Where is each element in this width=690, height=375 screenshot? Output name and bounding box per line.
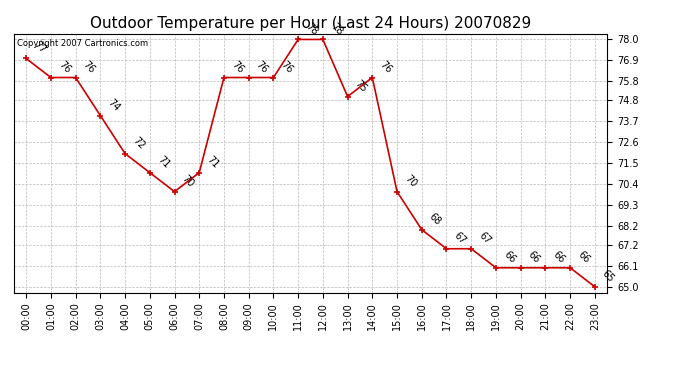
Text: 76: 76 [57,59,72,75]
Text: 75: 75 [353,78,369,94]
Text: Copyright 2007 Cartronics.com: Copyright 2007 Cartronics.com [17,39,148,48]
Title: Outdoor Temperature per Hour (Last 24 Hours) 20070829: Outdoor Temperature per Hour (Last 24 Ho… [90,16,531,31]
Text: 76: 76 [378,59,394,75]
Text: 67: 67 [452,230,468,246]
Text: 71: 71 [155,154,171,170]
Text: 66: 66 [551,249,566,265]
Text: 70: 70 [402,173,418,189]
Text: 71: 71 [205,154,221,170]
Text: 77: 77 [32,40,48,56]
Text: 66: 66 [575,249,591,265]
Text: 66: 66 [502,249,518,265]
Text: 78: 78 [304,21,319,37]
Text: 78: 78 [328,21,344,37]
Text: 70: 70 [180,173,196,189]
Text: 65: 65 [600,268,616,284]
Text: 68: 68 [427,211,443,227]
Text: 76: 76 [81,59,97,75]
Text: 76: 76 [279,59,295,75]
Text: 76: 76 [230,59,246,75]
Text: 66: 66 [526,249,542,265]
Text: 74: 74 [106,97,121,113]
Text: 67: 67 [477,230,493,246]
Text: 72: 72 [130,135,146,151]
Text: 76: 76 [254,59,270,75]
